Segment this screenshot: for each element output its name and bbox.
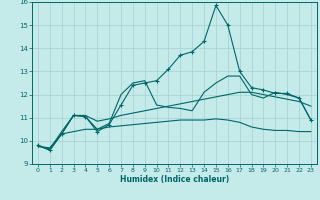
X-axis label: Humidex (Indice chaleur): Humidex (Indice chaleur) — [120, 175, 229, 184]
